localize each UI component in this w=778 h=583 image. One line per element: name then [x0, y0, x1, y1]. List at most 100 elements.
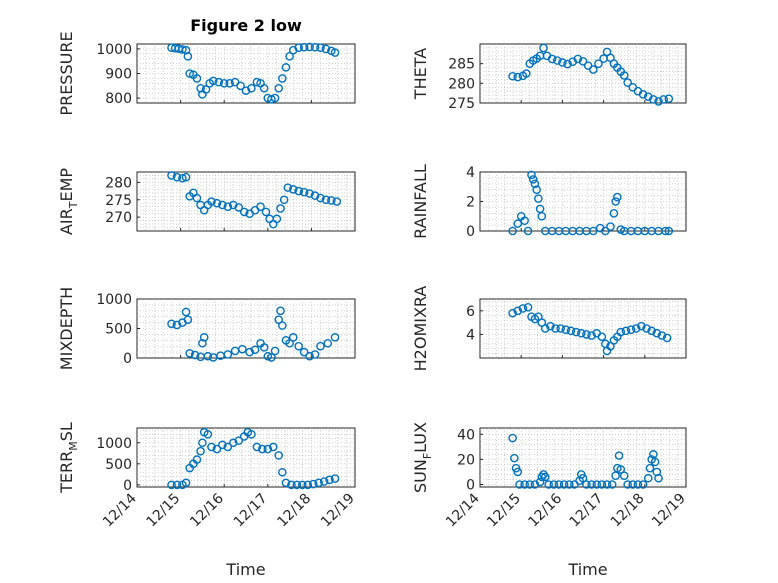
data-point [508, 71, 517, 81]
data-point [274, 315, 284, 324]
data-point [283, 183, 293, 192]
data-point [305, 351, 314, 361]
data-point [274, 83, 284, 93]
data-point [528, 175, 538, 184]
x-tick-label: 12/15 [484, 491, 524, 531]
data-point [520, 480, 529, 489]
data-point [181, 307, 191, 317]
data-point [256, 202, 265, 212]
data-point [310, 350, 320, 359]
data-point [616, 465, 626, 474]
data-point [319, 477, 329, 486]
data-point [218, 440, 227, 450]
data-point [551, 324, 560, 333]
data-point [549, 480, 559, 489]
data-point [330, 48, 340, 57]
data-point [234, 203, 244, 212]
data-point [250, 345, 260, 355]
data-point [508, 433, 517, 443]
data-point [606, 222, 615, 231]
data-point [535, 477, 545, 487]
data-point [508, 226, 517, 236]
x-tick-label: 12/17 [231, 491, 271, 531]
data-point [597, 332, 607, 342]
data-point [272, 214, 282, 224]
data-point [597, 480, 607, 489]
data-point [532, 185, 541, 194]
data-point [299, 347, 309, 357]
data-point [218, 200, 227, 210]
data-point [252, 77, 262, 87]
y-tick-label: 275 [448, 96, 475, 112]
y-axis-label: SUNFLUX [411, 422, 434, 493]
data-point [619, 471, 629, 481]
subplot-5: 4 6 H2OMIXRA [411, 286, 687, 371]
data-point [602, 480, 612, 489]
data-point [183, 315, 193, 324]
data-point [563, 59, 572, 69]
data-point [659, 95, 668, 104]
data-point [578, 473, 588, 483]
data-point [316, 341, 325, 351]
subplot-4: 0 500 1000 MIXDEPTH [57, 287, 356, 370]
y-axis-label: PRESSURE [57, 31, 76, 115]
y-tick-label: 280 [105, 175, 132, 191]
data-point [539, 43, 548, 53]
y-tick-label: 4 [466, 165, 475, 181]
data-point [258, 444, 267, 454]
data-point [172, 320, 182, 330]
y-tick-label: 500 [105, 457, 132, 473]
y-tick-label: 1000 [96, 292, 132, 308]
y-axis-label: RAINFALL [411, 164, 430, 239]
data-point [183, 51, 193, 61]
data-point [276, 204, 285, 213]
data-point [223, 442, 233, 452]
data-point [513, 306, 523, 316]
data-point [546, 321, 555, 331]
data-point [645, 463, 655, 473]
data-point [589, 226, 598, 236]
y-tick-label: 0 [466, 224, 475, 240]
data-point [643, 473, 653, 483]
x-tick-label: 12/15 [144, 491, 184, 531]
data-point [178, 45, 187, 54]
data-point [587, 480, 596, 489]
data-point [540, 472, 550, 482]
x-tick-label: 12/16 [187, 490, 227, 530]
data-point [167, 171, 176, 180]
data-point [664, 226, 674, 236]
data-point [527, 170, 536, 180]
data-point [274, 451, 284, 460]
data-point [628, 480, 638, 489]
data-point [263, 351, 273, 361]
data-point [330, 474, 340, 483]
data-point [252, 442, 262, 452]
data-point [332, 197, 342, 206]
x-tick-label: 12/16 [525, 490, 565, 530]
data-point [288, 333, 298, 342]
data-point [513, 219, 523, 228]
data-point [263, 444, 273, 454]
y-tick-label: 0 [123, 478, 132, 494]
data-point [587, 331, 596, 340]
data-point [601, 226, 610, 236]
y-tick-label: 800 [105, 91, 132, 107]
data-point [654, 473, 663, 483]
data-point [582, 330, 591, 339]
data-point [637, 321, 646, 331]
data-point [616, 327, 626, 337]
y-tick-label: 1000 [96, 436, 132, 452]
data-point [196, 446, 205, 456]
data-point [278, 321, 287, 330]
data-point [564, 480, 574, 489]
data-point [207, 442, 216, 452]
data-point [294, 43, 303, 52]
data-point [649, 95, 658, 104]
data-point [259, 343, 269, 352]
data-point [523, 302, 533, 312]
data-point [190, 350, 200, 360]
axes-box [136, 427, 356, 488]
data-point [647, 326, 656, 336]
